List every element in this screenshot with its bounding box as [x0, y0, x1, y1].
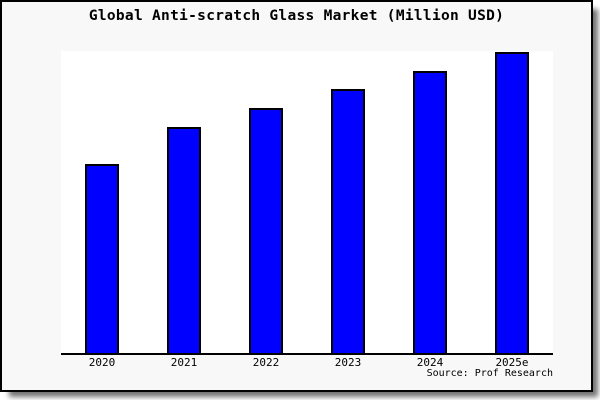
chart-title: Global Anti-scratch Glass Market (Millio…: [88, 8, 505, 24]
plot-area: [61, 51, 553, 355]
x-tick-label-2023: 2023: [334, 356, 362, 369]
x-tick-label-2025e: 2025e: [495, 356, 529, 369]
bar-2021: [167, 127, 201, 353]
bar-2023: [331, 89, 365, 353]
x-tick-label-2020: 2020: [88, 356, 116, 369]
x-axis-labels: 2020 2021 2022 2023 2024 2025e: [61, 356, 553, 370]
x-tick-label-2021: 2021: [170, 356, 198, 369]
source-credit: Source: Prof Research: [426, 368, 553, 379]
bar-2024: [413, 70, 447, 353]
bar-2022: [249, 108, 283, 353]
bar-2020: [84, 163, 119, 353]
bar-2025e: [494, 51, 529, 353]
chart-frame: Global Anti-scratch Glass Market (Millio…: [0, 0, 593, 392]
x-tick-label-2024: 2024: [416, 356, 444, 369]
x-tick-label-2022: 2022: [252, 356, 280, 369]
